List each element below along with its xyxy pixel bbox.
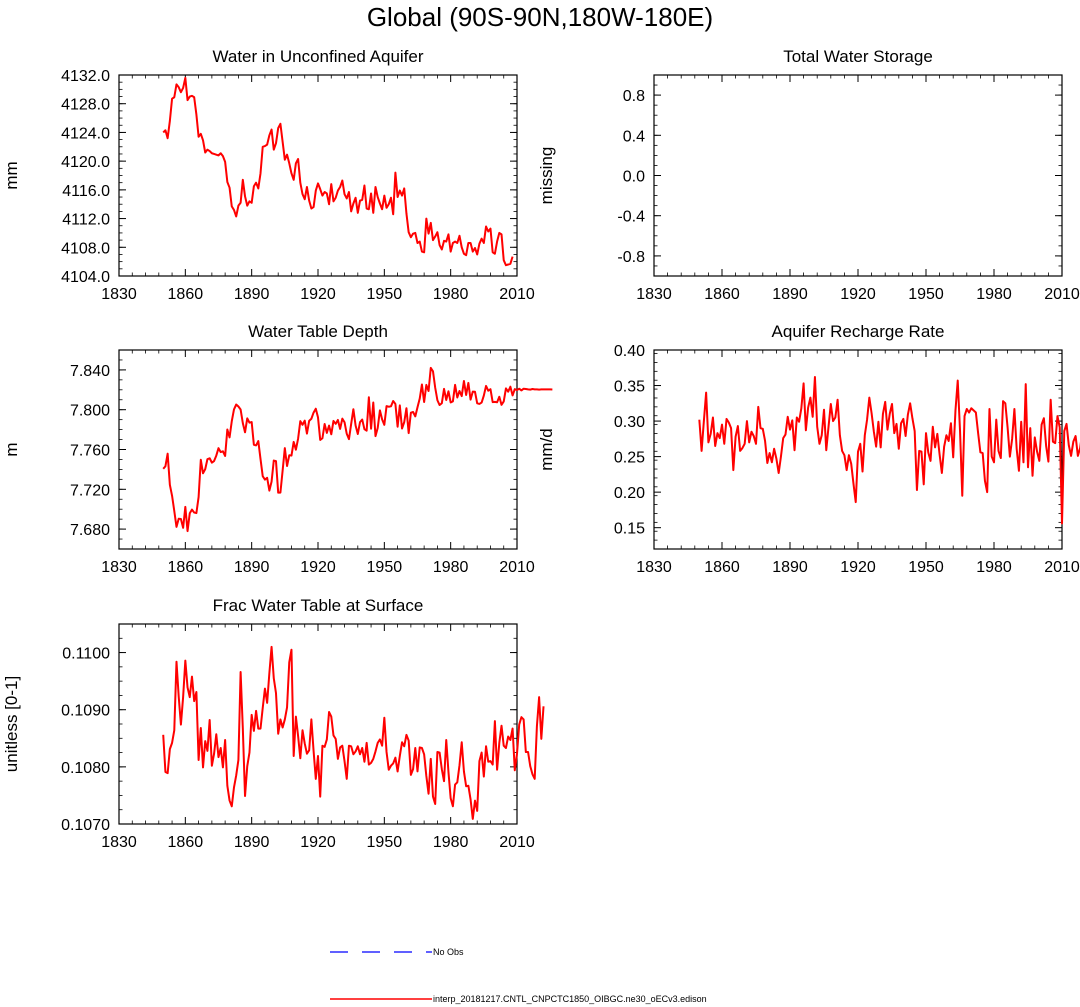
x-tick-label: 1860	[704, 559, 740, 576]
y-tick-label: 0.1100	[62, 646, 110, 663]
page-title: Global (90S-90N,180W-180E)	[366, 2, 714, 32]
x-tick-label: 1890	[234, 834, 270, 851]
panel-title: Water in Unconfined Aquifer	[212, 47, 423, 66]
y-tick-label: 0.35	[614, 379, 645, 396]
x-tick-label: 1950	[367, 559, 403, 576]
x-tick-label: 1830	[101, 286, 137, 303]
x-tick-label: 1950	[908, 286, 944, 303]
x-tick-label: 1830	[636, 286, 672, 303]
y-axis-label: mm/d	[537, 428, 556, 471]
legend-model-label: interp_20181217.CNTL_CNPCTC1850_OIBGC.ne…	[433, 994, 707, 1004]
y-tick-label: 0.4	[623, 128, 645, 145]
series-line-model	[162, 76, 514, 267]
x-tick-label: 1860	[168, 559, 204, 576]
x-tick-label: 1920	[840, 559, 876, 576]
panel-recharge: Aquifer Recharge Rate mm/d 1830 1860 1890 192…	[537, 322, 1080, 576]
x-tick-label: 1890	[772, 286, 808, 303]
plot-frame	[118, 623, 518, 825]
x-tick-label: 1830	[636, 559, 672, 576]
y-tick-label: 7.840	[70, 363, 110, 380]
series-line-model	[698, 376, 1080, 525]
x-tick-label: 1980	[433, 834, 469, 851]
y-tick-label: 7.760	[70, 443, 110, 460]
panel-frac: Frac Water Table at Surface unitless [0-1…	[2, 596, 545, 851]
x-tick-label: 2010	[499, 559, 535, 576]
x-tick-label: 1920	[300, 286, 336, 303]
y-axis-label: mm	[2, 161, 21, 189]
x-tick-label: 1980	[433, 286, 469, 303]
y-tick-label: 4112.0	[62, 212, 110, 229]
y-tick-label: 0.0	[623, 169, 645, 186]
x-tick-label: 2010	[1044, 286, 1080, 303]
x-tick-label: 1830	[101, 559, 137, 576]
panel-title: Total Water Storage	[783, 47, 933, 66]
y-axis-label: unitless [0-1]	[2, 676, 21, 772]
y-tick-label: 4120.0	[61, 154, 110, 171]
x-tick-label: 1860	[704, 286, 740, 303]
y-tick-label: 4116.0	[62, 183, 110, 200]
series-line-model	[162, 366, 553, 533]
panel-wtd: Water Table Depth m 1830 1860 1890 1920 1950 19…	[2, 322, 553, 576]
x-tick-label: 1950	[367, 286, 403, 303]
x-tick-label: 2010	[1044, 559, 1080, 576]
y-axis-label: m	[2, 442, 21, 456]
panel-title: Aquifer Recharge Rate	[772, 322, 945, 341]
x-tick-label: 1830	[101, 834, 137, 851]
legend-obs-label: No Obs	[433, 947, 464, 957]
x-tick-label: 1980	[976, 559, 1012, 576]
y-tick-label: -0.8	[617, 249, 645, 266]
series-line-model	[162, 645, 545, 820]
y-tick-label: 4132.0	[61, 68, 110, 85]
y-tick-label: 4104.0	[61, 269, 110, 286]
y-tick-label: 0.25	[614, 450, 645, 467]
x-tick-label: 1950	[908, 559, 944, 576]
legend: No Obs interp_20181217.CNTL_CNPCTC1850_O…	[330, 947, 707, 1004]
y-tick-label: -0.4	[617, 209, 645, 226]
x-tick-label: 1860	[168, 286, 204, 303]
y-tick-label: 7.680	[70, 522, 110, 539]
y-tick-label: 4124.0	[61, 125, 110, 142]
x-tick-label: 1920	[840, 286, 876, 303]
plot-frame	[118, 74, 518, 277]
x-tick-label: 1920	[300, 834, 336, 851]
x-tick-label: 1890	[234, 286, 270, 303]
y-tick-label: 0.15	[614, 521, 645, 538]
panel-title: Frac Water Table at Surface	[213, 596, 424, 615]
x-tick-label: 1860	[168, 834, 204, 851]
x-tick-label: 1950	[367, 834, 403, 851]
y-tick-label: 0.30	[614, 414, 645, 431]
y-tick-label: 7.720	[70, 482, 110, 499]
y-tick-label: 0.1080	[61, 760, 110, 777]
x-tick-label: 1920	[300, 559, 336, 576]
x-tick-label: 1980	[433, 559, 469, 576]
x-tick-label: 2010	[499, 286, 535, 303]
plot-frame	[653, 74, 1063, 277]
x-tick-label: 1890	[234, 559, 270, 576]
y-tick-label: 7.800	[70, 403, 110, 420]
y-tick-label: 0.8	[623, 88, 645, 105]
y-tick-label: 0.1070	[61, 817, 110, 834]
panel-title: Water Table Depth	[248, 322, 388, 341]
panel-tws: Total Water Storage missing 1830 1860 1890 19…	[537, 47, 1080, 303]
y-tick-label: 0.40	[614, 343, 645, 360]
x-tick-label: 1980	[976, 286, 1012, 303]
y-tick-label: 4128.0	[61, 97, 110, 114]
x-tick-label: 2010	[499, 834, 535, 851]
y-axis-label: missing	[537, 147, 556, 205]
y-tick-label: 4108.0	[61, 240, 110, 257]
x-tick-label: 1890	[772, 559, 808, 576]
y-tick-label: 0.1090	[61, 703, 110, 720]
panel-aquifer: Water in Unconfined Aquifer mm 1830 1860 189…	[2, 47, 535, 303]
y-tick-label: 0.20	[614, 485, 645, 502]
